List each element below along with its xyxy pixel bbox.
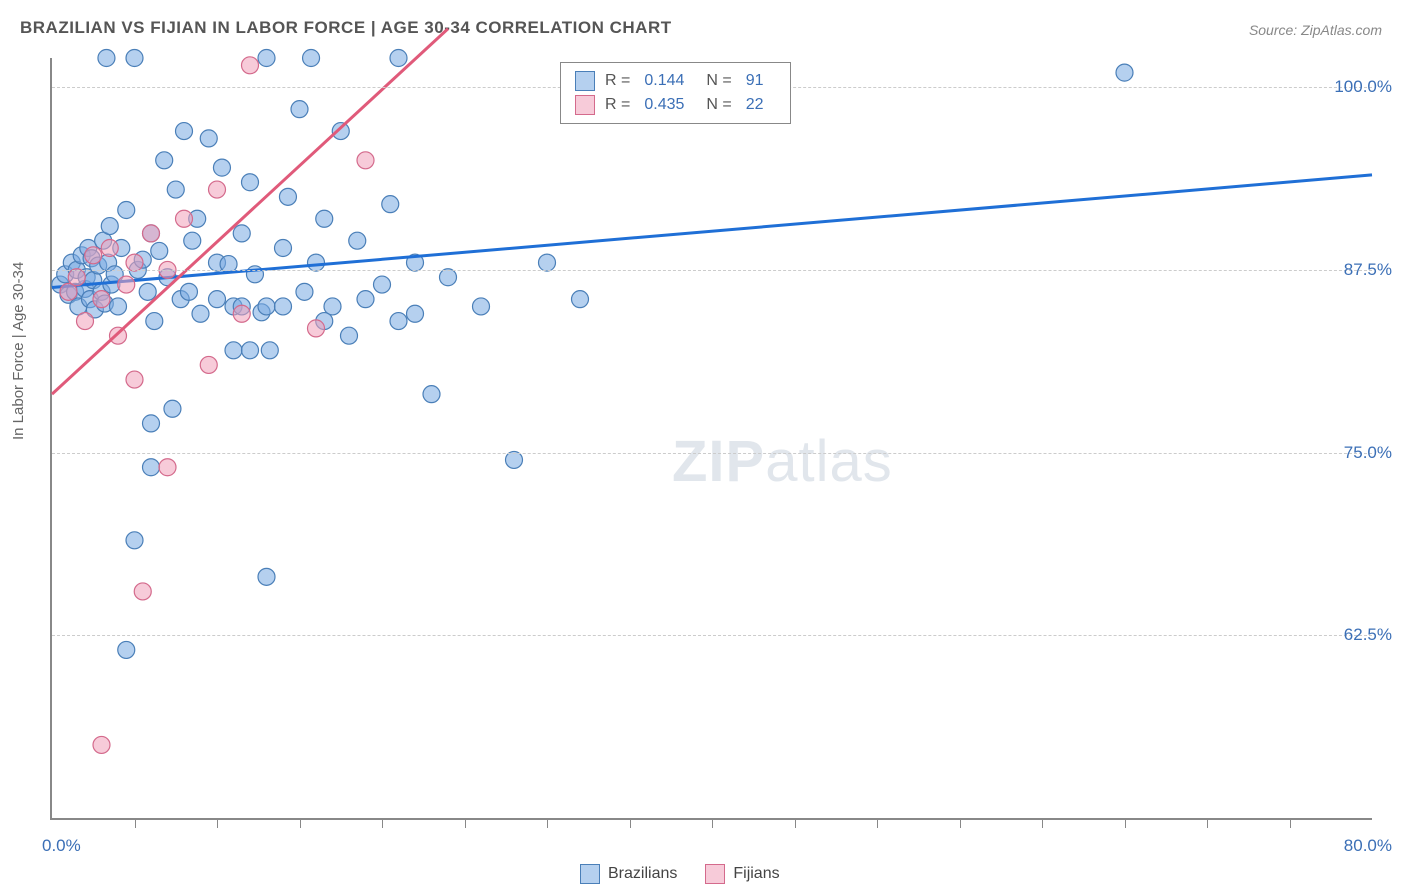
legend-label: Brazilians <box>608 865 677 883</box>
plot-svg <box>52 58 1372 818</box>
r-label: R = <box>605 72 630 90</box>
series-legend: Brazilians Fijians <box>580 864 780 884</box>
n-label: N = <box>706 72 731 90</box>
x-tick-label-lo: 0.0% <box>42 836 81 856</box>
y-tick-label: 62.5% <box>1344 625 1392 645</box>
stats-row: R = 0.435 N = 22 <box>575 93 776 117</box>
y-tick-label: 87.5% <box>1344 260 1392 280</box>
swatch-icon <box>580 864 600 884</box>
r-label: R = <box>605 96 630 114</box>
y-tick-label: 100.0% <box>1334 77 1392 97</box>
n-value: 22 <box>746 96 764 114</box>
chart-title: BRAZILIAN VS FIJIAN IN LABOR FORCE | AGE… <box>20 18 672 38</box>
source-label: Source: ZipAtlas.com <box>1249 22 1382 38</box>
y-tick-label: 75.0% <box>1344 443 1392 463</box>
legend-label: Fijians <box>733 865 779 883</box>
stats-legend: R = 0.144 N = 91 R = 0.435 N = 22 <box>560 62 791 124</box>
chart-container: BRAZILIAN VS FIJIAN IN LABOR FORCE | AGE… <box>0 0 1406 892</box>
swatch-icon <box>705 864 725 884</box>
r-value: 0.144 <box>644 72 684 90</box>
legend-item: Fijians <box>705 864 779 884</box>
swatch-icon <box>575 71 595 91</box>
n-value: 91 <box>746 72 764 90</box>
y-axis-label: In Labor Force | Age 30-34 <box>10 262 27 440</box>
legend-item: Brazilians <box>580 864 677 884</box>
stats-row: R = 0.144 N = 91 <box>575 69 776 93</box>
x-tick-label-hi: 80.0% <box>1344 836 1392 856</box>
r-value: 0.435 <box>644 96 684 114</box>
swatch-icon <box>575 95 595 115</box>
n-label: N = <box>706 96 731 114</box>
plot-area: ZIPatlas <box>50 58 1372 820</box>
